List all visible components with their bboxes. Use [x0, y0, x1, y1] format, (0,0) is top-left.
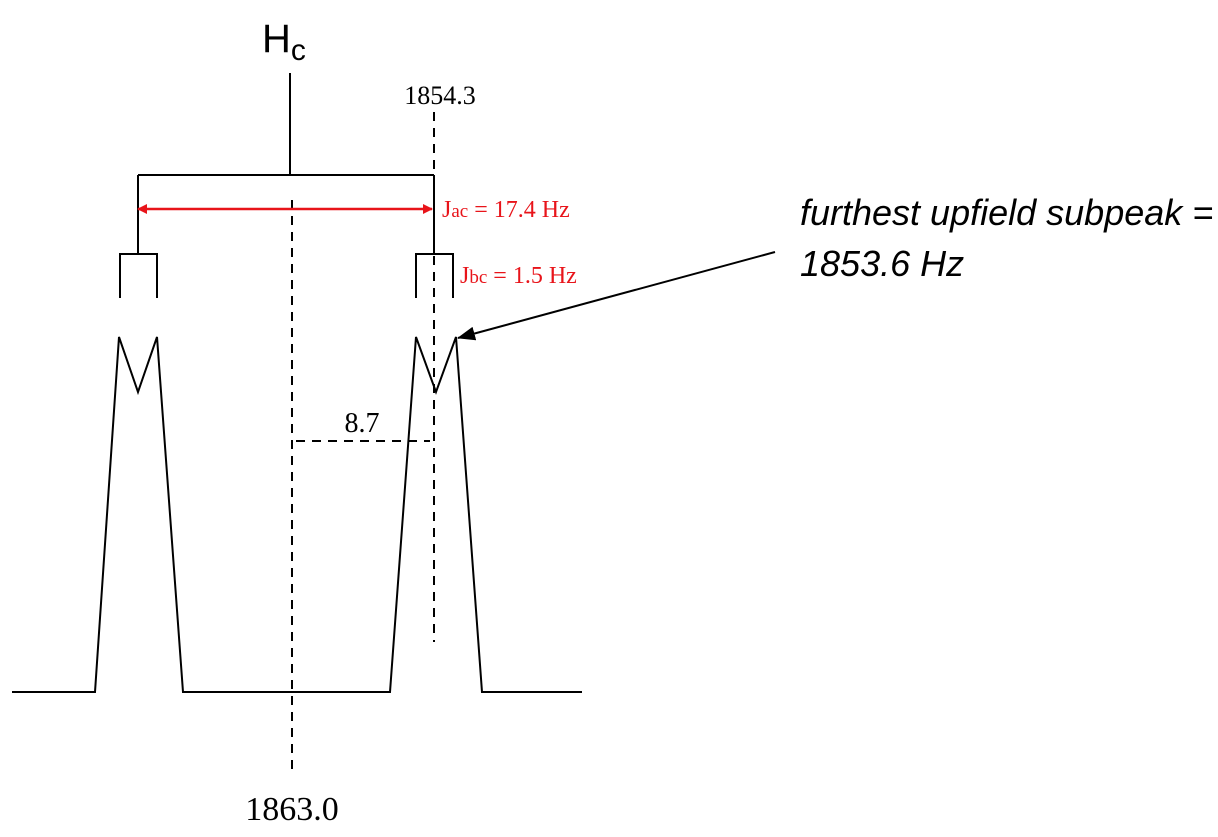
j-ac-prefix: J [442, 197, 451, 223]
center-shift-label: 1863.0 [245, 791, 339, 828]
proton-label: Hc [262, 17, 306, 67]
proton-letter: H [262, 17, 291, 61]
annotation-arrow [457, 251, 776, 341]
right-small-bracket [415, 253, 454, 298]
line-position-label: 1854.3 [404, 81, 476, 110]
splitting-tree [119, 73, 454, 298]
j-bc-label: Jbc = 1.5 Hz [460, 263, 577, 289]
j-bc-subscript: bc [469, 267, 487, 288]
annotation-line-1: furthest upfield subpeak = [800, 192, 1213, 233]
j-bc-value: = 1.5 Hz [487, 263, 577, 289]
j-bc-prefix: J [460, 263, 469, 289]
reference-lines [291, 112, 435, 775]
proton-subscript: c [291, 34, 306, 67]
half-split-label: 8.7 [345, 408, 380, 439]
j-ac-label: Jac = 17.4 Hz [442, 197, 570, 223]
annotation-line-2: 1853.6 Hz [800, 243, 964, 284]
spectrum-trace [12, 336, 582, 693]
j-ac-value: = 17.4 Hz [468, 197, 570, 223]
left-small-bracket [119, 253, 158, 298]
j-ac-subscript: ac [451, 201, 468, 222]
